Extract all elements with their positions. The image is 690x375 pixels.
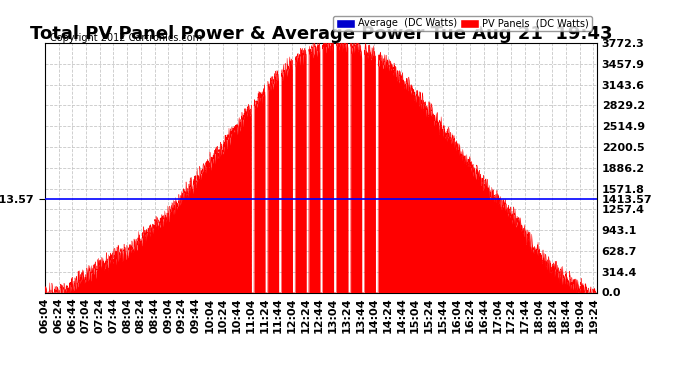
Legend: Average  (DC Watts), PV Panels  (DC Watts): Average (DC Watts), PV Panels (DC Watts) xyxy=(333,16,592,32)
Text: Copyright 2012 Cartronics.com: Copyright 2012 Cartronics.com xyxy=(50,33,202,43)
Title: Total PV Panel Power & Average Power Tue Aug 21  19:43: Total PV Panel Power & Average Power Tue… xyxy=(30,25,612,43)
